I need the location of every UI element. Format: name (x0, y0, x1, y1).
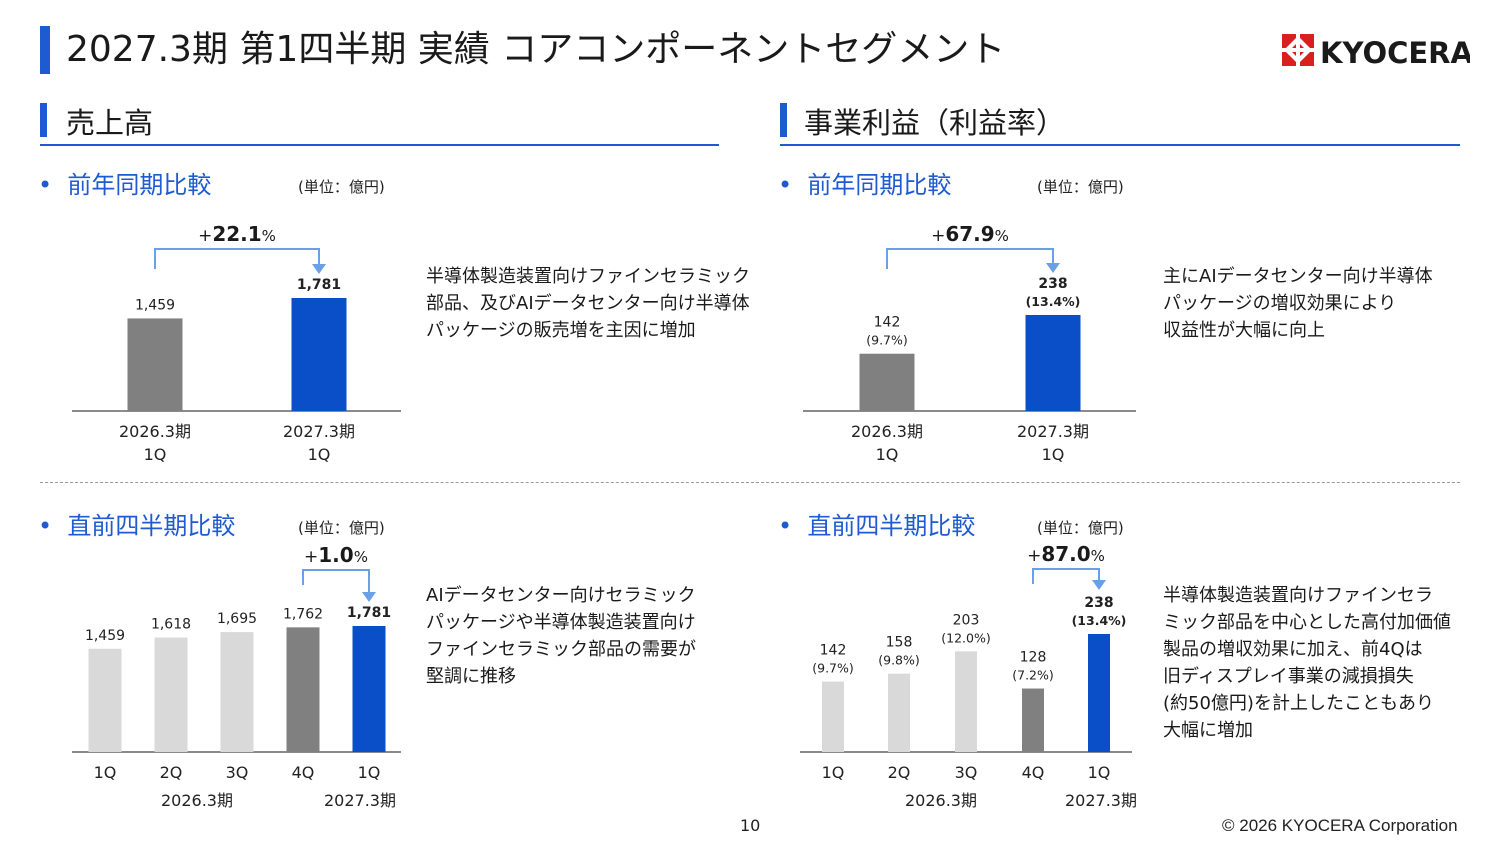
profit_qoq-category-label: 1Q (1088, 763, 1111, 782)
profit_yoy-category-label: 2026.3期 (851, 422, 923, 441)
profit_qoq-value-label: 203 (953, 612, 980, 628)
profit_qoq-margin-label: (12.0%) (941, 630, 990, 645)
profit_qoq-value-label: 128 (1020, 650, 1047, 666)
page-number: 10 (740, 816, 761, 835)
sales_qoq-change-bracket-arrowhead (362, 592, 376, 602)
kyocera-emblem-icon (1282, 34, 1314, 66)
sales_yoy-category-label: 1Q (308, 445, 331, 464)
sales_qoq-value-label: 1,695 (217, 611, 257, 627)
profit_qoq-change-bracket-arrowhead (1092, 580, 1106, 590)
profit_qoq-category-label: 2Q (888, 763, 911, 782)
sales-qoq-subtitle: • 直前四半期比較 (38, 512, 236, 540)
sales-yoy-description: 半導体製造装置向けファインセラミック 部品、及びAIデータセンター向け半導体 パ… (426, 266, 750, 341)
sales_qoq-bar (88, 648, 122, 752)
sales_yoy-category-label: 2027.3期 (283, 422, 355, 441)
profit-qoq-description: 半導体製造装置向けファインセラ ミック部品を中心とした高付加価値 製品の増収効果… (1163, 585, 1451, 741)
profit-section-title: 事業利益（利益率） (804, 106, 1066, 140)
profit_qoq-group-label: 2026.3期 (905, 791, 977, 810)
profit-yoy-description: 主にAIデータセンター向け半導体 パッケージの増収効果により 収益性が大幅に向上 (1163, 266, 1433, 341)
title-accent-bar (40, 26, 50, 74)
profit_qoq-value-label: 142 (820, 643, 847, 659)
profit_yoy-margin-label: (13.4%) (1026, 294, 1081, 309)
profit_qoq-value-label: 238 (1084, 595, 1113, 611)
profit_qoq-group-label: 2027.3期 (1065, 791, 1137, 810)
sales_yoy-change-bracket (154, 248, 320, 269)
sales_qoq-value-label: 1,762 (283, 606, 323, 622)
sales-qoq-description: AIデータセンター向けセラミック パッケージや半導体製造装置向け ファインセラミ… (426, 585, 696, 687)
profit_qoq-category-label: 1Q (822, 763, 845, 782)
profit_yoy-bar (1025, 315, 1081, 411)
profit_yoy-category-label: 1Q (1042, 445, 1065, 464)
sales_qoq-value-label: 1,781 (347, 605, 391, 621)
profit_yoy-change-bracket (886, 248, 1054, 269)
profit_yoy-value-label: 238 (1038, 276, 1067, 292)
sales_qoq-bar (286, 627, 320, 752)
sales_qoq-group-label: 2027.3期 (324, 791, 396, 810)
sales_yoy-bar (291, 298, 347, 411)
profit_qoq-margin-label: (7.2%) (1012, 668, 1054, 683)
page-title: 2027.3期 第1四半期 実績 コアコンポーネントセグメント (66, 29, 1006, 70)
profit_qoq-change-bracket (1032, 568, 1100, 584)
sales_qoq-value-label: 1,459 (85, 628, 125, 644)
sales_yoy-bar (127, 318, 183, 411)
sales_qoq-category-label: 4Q (292, 763, 315, 782)
profit_yoy-category-label: 2027.3期 (1017, 422, 1089, 441)
profit-section-bar (780, 103, 787, 137)
sales-section-rule (40, 144, 719, 146)
sales_qoq-change-bracket (302, 569, 370, 594)
profit-yoy-subtitle: • 前年同期比較 (778, 171, 952, 199)
profit_qoq-margin-label: (13.4%) (1072, 613, 1127, 628)
sales_qoq-group-label: 2026.3期 (161, 791, 233, 810)
sales_qoq-category-label: 1Q (358, 763, 381, 782)
profit_qoq-bar (1088, 634, 1110, 752)
profit-qoq-unit: (単位：億円) (1037, 519, 1124, 537)
sales-qoq-unit: (単位：億円) (298, 519, 385, 537)
sales-section-title: 売上高 (66, 106, 154, 140)
profit_qoq-value-label: 158 (886, 635, 913, 651)
profit_qoq-margin-label: (9.8%) (878, 653, 920, 668)
profit_qoq-bar (1022, 688, 1044, 752)
profit-yoy-unit: (単位：億円) (1037, 178, 1124, 196)
profit_yoy-change-bracket-arrowhead (1046, 263, 1060, 273)
profit_yoy-margin-label: (9.7%) (866, 333, 908, 348)
sales_yoy-category-label: 1Q (144, 445, 167, 464)
sales_qoq-category-label: 2Q (160, 763, 183, 782)
sales_qoq-bar (220, 632, 254, 752)
kyocera-logo: KYOCERA (1282, 34, 1470, 70)
sales-section-bar (40, 103, 47, 137)
profit-section-rule (780, 144, 1460, 146)
profit_qoq-margin-label: (9.7%) (812, 661, 854, 676)
profit_qoq-category-label: 4Q (1022, 763, 1045, 782)
logo-wordmark: KYOCERA (1320, 36, 1470, 70)
profit_yoy-change-label: +67.9% (931, 222, 1009, 246)
sales_yoy-value-label: 1,459 (135, 297, 175, 313)
profit_qoq-category-label: 3Q (955, 763, 978, 782)
profit-qoq-subtitle: • 直前四半期比較 (778, 512, 976, 540)
sales_yoy-category-label: 2026.3期 (119, 422, 191, 441)
sales_yoy-change-label: +22.1% (198, 222, 276, 246)
section-divider (40, 482, 1460, 483)
profit_yoy-value-label: 142 (874, 315, 901, 331)
profit_yoy-category-label: 1Q (876, 445, 899, 464)
sales_qoq-bar (154, 637, 188, 752)
sales_qoq-category-label: 1Q (94, 763, 117, 782)
sales_qoq-category-label: 3Q (226, 763, 249, 782)
profit_qoq-bar (888, 673, 910, 752)
sales_qoq-bar (352, 626, 386, 752)
copyright: © 2026 KYOCERA Corporation (1222, 816, 1458, 835)
profit_yoy-bar (859, 353, 915, 411)
sales-yoy-subtitle: • 前年同期比較 (38, 171, 212, 199)
profit_qoq-bar (955, 651, 977, 752)
sales_yoy-change-bracket-arrowhead (312, 264, 326, 274)
profit_qoq-bar (822, 681, 844, 752)
profit_qoq-change-label: +87.0% (1027, 542, 1105, 566)
sales_qoq-change-label: +1.0% (304, 543, 368, 567)
sales-yoy-unit: (単位：億円) (298, 178, 385, 196)
sales_qoq-value-label: 1,618 (151, 617, 191, 633)
sales_yoy-value-label: 1,781 (297, 277, 341, 293)
